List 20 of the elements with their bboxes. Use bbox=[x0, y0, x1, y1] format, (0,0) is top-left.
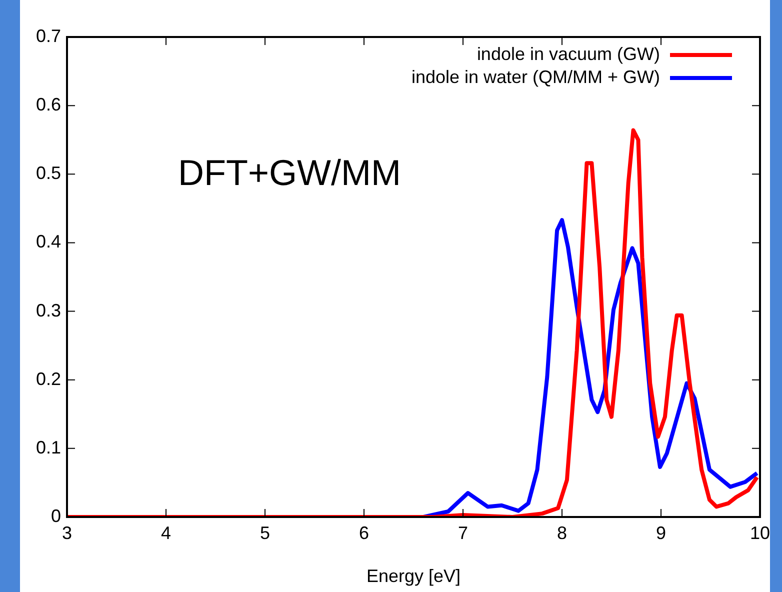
legend-label: indole in water (QM/MM + GW) bbox=[411, 66, 660, 87]
x-tick-label: 10 bbox=[750, 522, 770, 543]
x-axis-title: Energy [eV] bbox=[366, 566, 461, 586]
y-tick-label: 0.5 bbox=[36, 163, 61, 184]
x-tick-label: 9 bbox=[656, 522, 666, 543]
y-tick-label: 0.6 bbox=[36, 94, 61, 115]
y-tick-label: 0.1 bbox=[36, 437, 61, 458]
y-tick-label: 0.3 bbox=[36, 300, 61, 320]
x-tick-label: 7 bbox=[458, 522, 468, 543]
y-tick-label: 0.7 bbox=[36, 26, 61, 46]
y-tick-label: 0.4 bbox=[36, 232, 61, 252]
x-tick-label: 6 bbox=[358, 522, 370, 543]
x-tick-label: 5 bbox=[260, 522, 270, 543]
y-tick-label: 0 bbox=[50, 506, 61, 526]
x-tick-label: 3 bbox=[62, 522, 72, 543]
x-tick-label: 4 bbox=[160, 522, 172, 543]
x-tick-label: 8 bbox=[556, 522, 568, 543]
annotation: DFT+GW/MM bbox=[178, 152, 401, 193]
y-tick-label: 0.2 bbox=[36, 368, 61, 389]
legend-label: indole in vacuum (GW) bbox=[476, 44, 660, 64]
